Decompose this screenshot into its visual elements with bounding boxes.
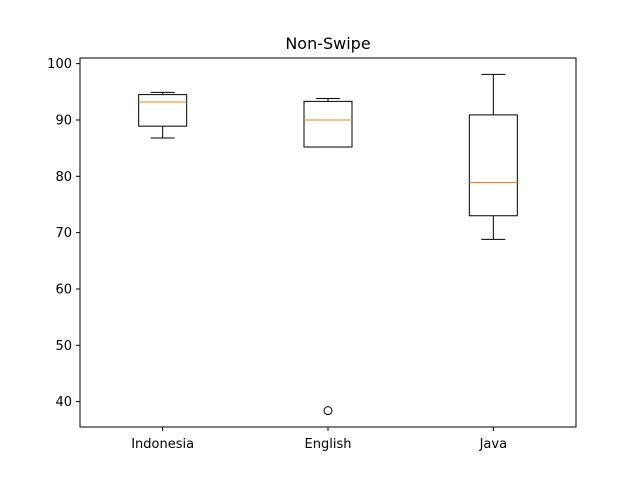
box-indonesia: [138, 91, 188, 139]
y-tick-label: 80: [55, 170, 72, 185]
x-tick-label: Indonesia: [131, 437, 194, 452]
y-tick-label: 90: [55, 113, 72, 128]
outlier-point: [323, 406, 333, 416]
box-english: [303, 98, 353, 416]
x-axis: Indonesia English Java: [131, 427, 507, 452]
plot-area: [138, 73, 518, 416]
chart-title: Non-Swipe: [285, 34, 370, 53]
box-iqr: [468, 114, 518, 217]
box-iqr: [138, 94, 188, 127]
box-iqr: [303, 100, 353, 148]
y-tick-label: 50: [55, 339, 72, 354]
y-tick-label: 70: [55, 226, 72, 241]
x-tick-label: English: [305, 437, 352, 452]
x-tick-label: Java: [479, 437, 507, 452]
y-tick-label: 100: [47, 57, 72, 72]
y-tick-label: 60: [55, 282, 72, 297]
axes-frame: [79, 57, 577, 428]
y-axis: 40 50 60 70 80 90 100: [47, 57, 80, 410]
y-tick-label: 40: [55, 395, 72, 410]
box-java: [468, 73, 518, 240]
